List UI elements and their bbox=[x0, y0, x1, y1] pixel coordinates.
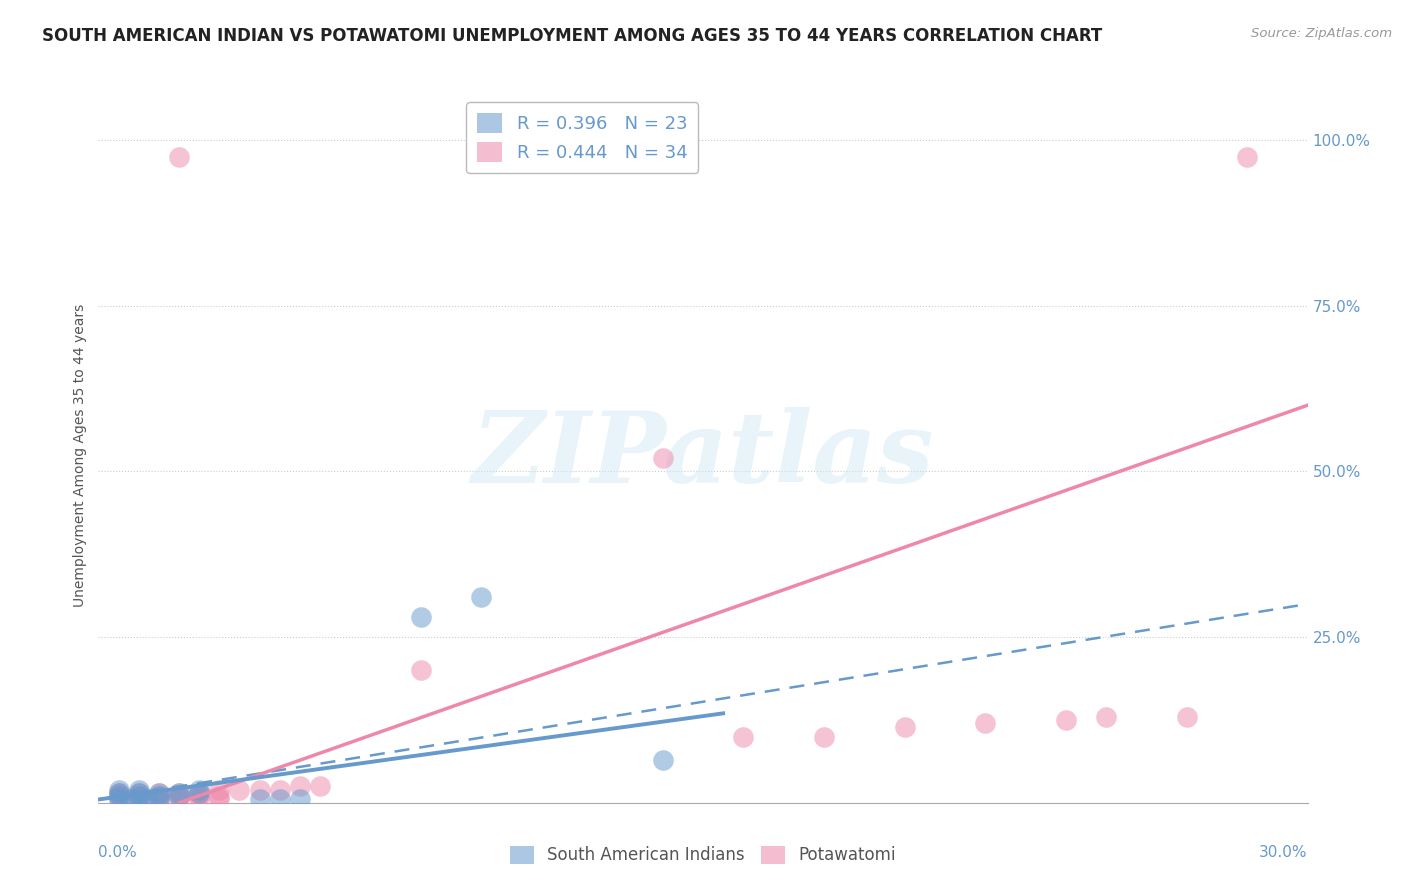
Point bbox=[813, 730, 835, 744]
Y-axis label: Unemployment Among Ages 35 to 44 years: Unemployment Among Ages 35 to 44 years bbox=[73, 303, 87, 607]
Point bbox=[188, 786, 211, 800]
Point bbox=[128, 786, 150, 800]
Point bbox=[1054, 713, 1077, 727]
Text: ZIPatlas: ZIPatlas bbox=[472, 407, 934, 503]
Point bbox=[249, 782, 271, 797]
Point bbox=[148, 789, 170, 804]
Point bbox=[288, 792, 311, 806]
Point bbox=[128, 789, 150, 804]
Point bbox=[651, 451, 673, 466]
Point bbox=[107, 792, 129, 806]
Point bbox=[974, 716, 997, 731]
Point bbox=[148, 786, 170, 800]
Point bbox=[893, 720, 915, 734]
Point bbox=[228, 782, 250, 797]
Point bbox=[249, 792, 271, 806]
Point bbox=[188, 786, 211, 800]
Text: 0.0%: 0.0% bbox=[98, 845, 138, 860]
Legend: South American Indians, Potawatomi: South American Indians, Potawatomi bbox=[503, 839, 903, 871]
Point bbox=[167, 789, 190, 804]
Point bbox=[128, 792, 150, 806]
Point bbox=[269, 792, 291, 806]
Point bbox=[1236, 150, 1258, 164]
Point bbox=[148, 792, 170, 806]
Point bbox=[167, 786, 190, 800]
Point bbox=[128, 786, 150, 800]
Point bbox=[120, 792, 142, 806]
Point bbox=[107, 789, 129, 804]
Point bbox=[733, 730, 755, 744]
Point bbox=[409, 663, 432, 677]
Point bbox=[107, 789, 129, 804]
Point bbox=[309, 779, 332, 793]
Point bbox=[208, 792, 231, 806]
Point bbox=[107, 782, 129, 797]
Point bbox=[208, 789, 231, 804]
Point bbox=[1095, 709, 1118, 723]
Point bbox=[470, 591, 492, 605]
Point bbox=[188, 789, 211, 804]
Point bbox=[269, 782, 291, 797]
Text: Source: ZipAtlas.com: Source: ZipAtlas.com bbox=[1251, 27, 1392, 40]
Point bbox=[188, 782, 211, 797]
Point bbox=[135, 792, 157, 806]
Point bbox=[188, 792, 211, 806]
Point bbox=[107, 792, 129, 806]
Point bbox=[148, 792, 170, 806]
Point bbox=[107, 786, 129, 800]
Point bbox=[167, 786, 190, 800]
Point bbox=[167, 150, 190, 164]
Point bbox=[148, 786, 170, 800]
Point bbox=[167, 792, 190, 806]
Text: SOUTH AMERICAN INDIAN VS POTAWATOMI UNEMPLOYMENT AMONG AGES 35 TO 44 YEARS CORRE: SOUTH AMERICAN INDIAN VS POTAWATOMI UNEM… bbox=[42, 27, 1102, 45]
Point bbox=[1175, 709, 1198, 723]
Point bbox=[148, 789, 170, 804]
Point bbox=[288, 779, 311, 793]
Point bbox=[208, 782, 231, 797]
Point bbox=[651, 753, 673, 767]
Point bbox=[107, 786, 129, 800]
Point bbox=[409, 610, 432, 624]
Text: 30.0%: 30.0% bbox=[1260, 845, 1308, 860]
Point bbox=[128, 789, 150, 804]
Point bbox=[128, 782, 150, 797]
Point bbox=[128, 792, 150, 806]
Point bbox=[167, 789, 190, 804]
